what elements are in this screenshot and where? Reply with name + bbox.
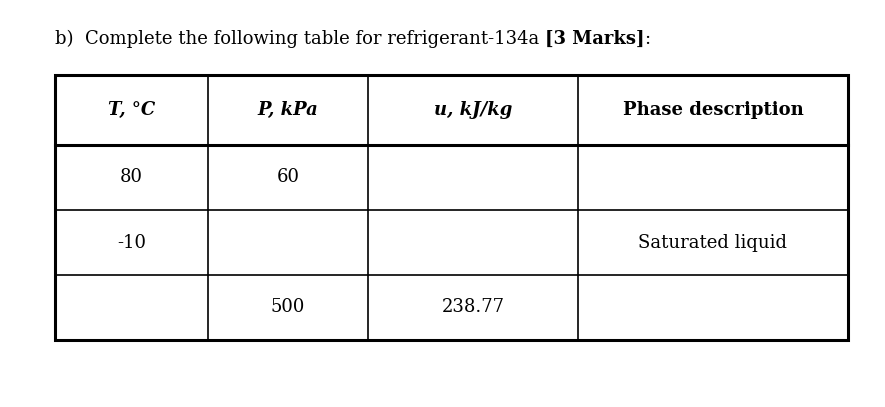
- Bar: [55, 75, 848, 340]
- Text: 80: 80: [120, 168, 143, 186]
- Text: 500: 500: [271, 298, 305, 317]
- Text: T, °C: T, °C: [108, 101, 155, 119]
- Text: u, kJ/kg: u, kJ/kg: [434, 101, 512, 119]
- Text: b)  Complete the following table for refrigerant-134a: b) Complete the following table for refr…: [55, 30, 545, 48]
- Text: 238.77: 238.77: [442, 298, 504, 317]
- Text: Phase description: Phase description: [623, 101, 804, 119]
- Text: 60: 60: [276, 168, 299, 186]
- Text: [3 Marks]: [3 Marks]: [545, 30, 644, 48]
- Text: Saturated liquid: Saturated liquid: [638, 234, 788, 252]
- Text: :: :: [644, 30, 650, 48]
- Text: -10: -10: [117, 234, 146, 252]
- Text: P, kPa: P, kPa: [258, 101, 319, 119]
